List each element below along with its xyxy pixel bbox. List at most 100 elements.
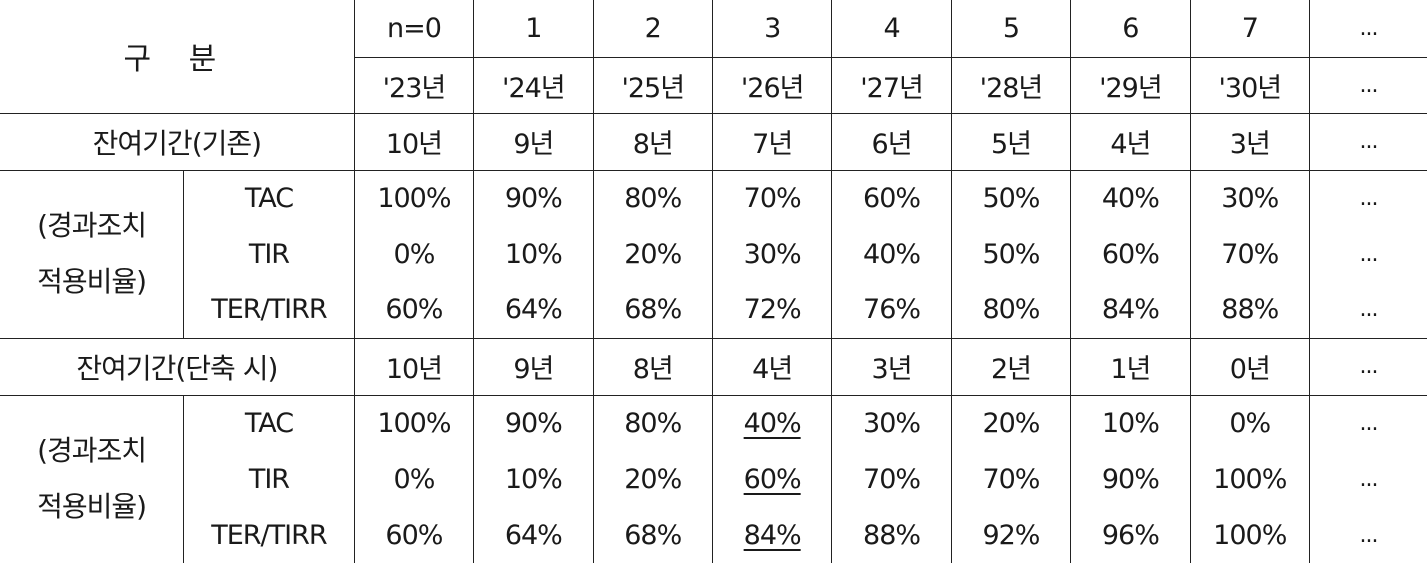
table-cell: 6년 [831, 113, 952, 171]
header-n-cell: 5 [950, 0, 1071, 57]
table-cell: 60% [353, 507, 474, 563]
table-cell: 5년 [950, 113, 1071, 171]
header-n-cell: 6 [1070, 0, 1191, 57]
table-cell: 9년 [473, 338, 594, 396]
table-cell: ... [1308, 226, 1427, 282]
table-cell: 40% [711, 395, 832, 451]
table-cell: ... [1308, 451, 1427, 507]
table-cell: 64% [473, 282, 594, 339]
table-cell: 8년 [592, 338, 713, 396]
table-cell: 0% [353, 451, 474, 507]
row-label: TAC [183, 170, 355, 226]
table-cell: 2년 [950, 338, 1071, 396]
table-cell: 10% [1070, 395, 1191, 451]
table-cell: 96% [1070, 507, 1191, 563]
table-cell: 4년 [1070, 113, 1191, 171]
table-cell: 70% [711, 170, 832, 226]
group-label: (경과조치 적용비율) [0, 395, 184, 563]
table-cell: 72% [711, 282, 832, 339]
table-cell: 80% [592, 395, 713, 451]
header-year-cell: '28년 [950, 56, 1071, 114]
header-n-cell: n=0 [353, 0, 474, 57]
header-year-cell: '29년 [1070, 56, 1191, 114]
table-cell: ... [1308, 338, 1427, 396]
table-row: TIR 0% 10% 20% 30% 40% 50% 60% 70% ... [0, 226, 1427, 282]
table-cell: 80% [950, 282, 1071, 339]
table-cell: 68% [592, 282, 713, 339]
table-row: TER/TIRR 60% 64% 68% 72% 76% 80% 84% 88%… [0, 282, 1427, 339]
table-cell: 100% [1189, 507, 1310, 563]
table-cell: 30% [831, 395, 952, 451]
header-year-cell: '26년 [711, 56, 832, 114]
table-cell: 50% [950, 226, 1071, 282]
table-cell: 68% [592, 507, 713, 563]
underlined-value: 84% [743, 519, 802, 551]
corner-label: 구 분 [0, 0, 355, 114]
remaining-period-existing-row: 잔여기간(기존) 10년 9년 8년 7년 6년 5년 4년 3년 ... [0, 113, 1427, 171]
group-label-line: (경과조치 [37, 209, 147, 242]
table-cell: 50% [950, 170, 1071, 226]
table-cell: 76% [831, 282, 952, 339]
table-cell: 84% [1070, 282, 1191, 339]
table-cell: ... [1308, 507, 1427, 563]
table-cell: 3년 [1189, 113, 1310, 171]
underlined-value: 60% [743, 463, 802, 495]
header-n-cell: ... [1308, 0, 1427, 57]
table-cell: 20% [592, 226, 713, 282]
header-row-year: '23년 '24년 '25년 '26년 '27년 '28년 '29년 '30년 … [0, 56, 1427, 114]
table-cell: 80% [592, 170, 713, 226]
table-cell: 60% [831, 170, 952, 226]
table-cell: 3년 [831, 338, 952, 396]
table-cell: 90% [473, 395, 594, 451]
table-row: (경과조치 적용비율) TAC 100% 90% 80% 70% 60% 50%… [0, 170, 1427, 339]
remaining-period-shortened-row: 잔여기간(단축 시) 10년 9년 8년 4년 3년 2년 1년 0년 ... [0, 338, 1427, 396]
table-cell: ... [1308, 113, 1427, 171]
table-cell: 70% [831, 451, 952, 507]
table-cell: 90% [1070, 451, 1191, 507]
table-cell: 20% [950, 395, 1071, 451]
group-label-line: (경과조치 [37, 434, 147, 468]
table-cell: 100% [353, 395, 474, 451]
header-year-cell: '24년 [473, 56, 594, 114]
table-cell: 0% [1189, 395, 1310, 451]
header-n-cell: 1 [473, 0, 594, 57]
table-cell: 1년 [1070, 338, 1191, 396]
table-cell: 20% [592, 451, 713, 507]
table-cell: 0% [353, 226, 474, 282]
header-n-cell: 2 [592, 0, 713, 57]
table-cell: 10년 [353, 338, 474, 396]
header-n-cell: 7 [1189, 0, 1310, 57]
table-cell: 10% [473, 226, 594, 282]
table-row: (경과조치 적용비율) TAC 100% 90% 80% 40% 30% 20%… [0, 395, 1427, 523]
table-cell: 4년 [711, 338, 832, 396]
table-cell: 10% [473, 451, 594, 507]
row-label: TER/TIRR [183, 282, 355, 339]
table-cell: 40% [831, 226, 952, 282]
table-cell: 100% [1189, 451, 1310, 507]
table-cell: 60% [711, 451, 832, 507]
header-n-cell: 4 [831, 0, 952, 57]
row-label: TIR [183, 451, 355, 507]
table-row: TER/TIRR 60% 64% 68% 84% 88% 92% 96% 100… [0, 507, 1427, 563]
table-cell: 0년 [1189, 338, 1310, 396]
table-cell: ... [1308, 282, 1427, 339]
underlined-value: 40% [743, 407, 802, 439]
table-cell: 90% [473, 170, 594, 226]
table-cell: 88% [831, 507, 952, 563]
header-year-cell: ... [1308, 56, 1427, 114]
table-cell: 92% [950, 507, 1071, 563]
table-cell: 64% [473, 507, 594, 563]
table-cell: 70% [950, 451, 1071, 507]
group-label-line: 적용비율) [37, 265, 147, 298]
table-cell: 60% [1070, 226, 1191, 282]
table-cell: 30% [711, 226, 832, 282]
row-label: TAC [183, 395, 355, 451]
table-row: TIR 0% 10% 20% 60% 70% 70% 90% 100% ... [0, 451, 1427, 507]
header-year-cell: '27년 [831, 56, 952, 114]
table-cell: 7년 [711, 113, 832, 171]
section-label: 잔여기간(기존) [0, 113, 355, 171]
table-cell: 70% [1189, 226, 1310, 282]
header-year-cell: '23년 [353, 56, 474, 114]
table-cell: 60% [353, 282, 474, 339]
